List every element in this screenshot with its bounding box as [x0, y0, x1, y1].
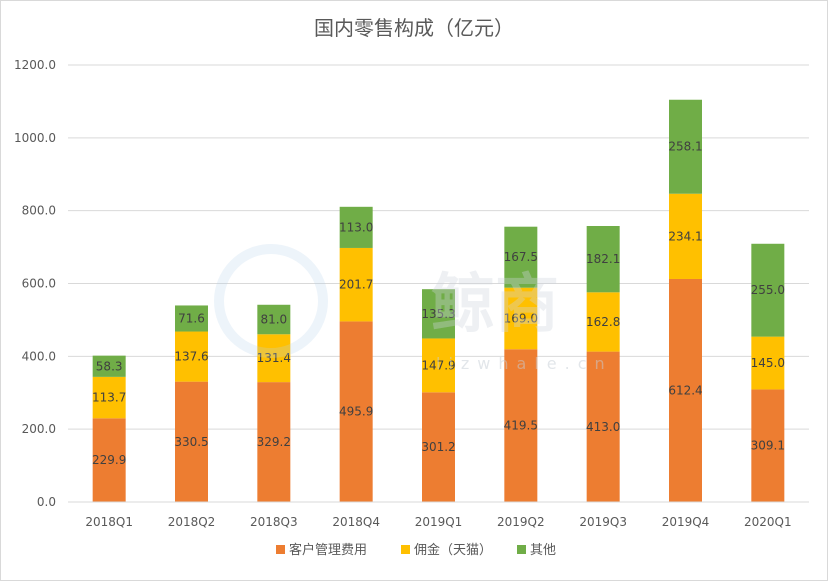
data-label: 495.9: [339, 405, 373, 419]
bar-segment: [175, 331, 208, 382]
bar-segment: [422, 338, 455, 393]
bar-segment: [504, 226, 538, 288]
data-label: 58.3: [96, 359, 123, 373]
bar-segment: [257, 334, 291, 383]
bars: [92, 99, 785, 502]
data-label: 301.2: [421, 440, 455, 454]
legend-label: 其他: [530, 543, 556, 558]
bar-segment: [422, 392, 455, 502]
data-label: 162.8: [586, 315, 620, 329]
bar-segment: [339, 206, 373, 248]
watermark-text: 鲸商: [431, 268, 559, 342]
bar-segment: [586, 351, 620, 502]
bar-segment: [175, 305, 208, 332]
x-tick-label: 2019Q3: [579, 515, 627, 529]
y-tick-label: 0.0: [37, 495, 56, 509]
data-label: 612.4: [668, 383, 702, 397]
x-tick-label: 2020Q1: [744, 515, 792, 529]
data-label: 419.5: [504, 419, 538, 433]
bar-segment: [504, 287, 538, 350]
y-tick-label: 600.0: [22, 277, 56, 291]
data-label: 81.0: [260, 313, 287, 327]
bar-segment: [669, 193, 702, 279]
legend-swatch: [517, 545, 526, 554]
x-tick-label: 2019Q1: [415, 515, 463, 529]
x-tick-label: 2018Q2: [168, 515, 216, 529]
data-label: 309.1: [751, 439, 785, 453]
bar-segment: [586, 292, 620, 352]
data-label: 113.0: [339, 220, 373, 234]
data-label: 234.1: [668, 229, 702, 243]
data-label: 413.0: [586, 420, 620, 434]
x-tick-label: 2018Q1: [85, 515, 133, 529]
data-labels: 229.9 113.7 58.3 330.5 137.6 71.6 329.2 131.4 81…: [92, 140, 785, 467]
x-axis: 2018Q1 2018Q2 2018Q3 2018Q4 2019Q1 2019Q2 2019…: [68, 501, 809, 529]
watermark-sub: lizwhale.cn: [436, 354, 613, 373]
x-tick-label: 2019Q2: [497, 515, 545, 529]
bar-segment: [751, 336, 785, 390]
data-label: 145.0: [751, 356, 785, 370]
x-tick-label: 2018Q4: [332, 515, 380, 529]
bar-segment: [504, 349, 538, 502]
y-tick-label: 800.0: [22, 204, 56, 218]
y-tick-label: 1200.0: [14, 58, 56, 72]
y-tick-label: 200.0: [22, 422, 56, 436]
legend-label: 佣金（天猫）: [414, 542, 492, 558]
bar-segment: [669, 278, 702, 502]
bar-segment: [257, 304, 291, 335]
x-tick-label: 2018Q3: [250, 515, 298, 529]
legend: 客户管理费用 佣金（天猫） 其他: [276, 542, 556, 558]
bar-segment: [339, 247, 373, 322]
legend-swatch: [276, 545, 285, 554]
bar-segment: [257, 382, 291, 502]
bar-segment: [92, 355, 126, 377]
data-label: 330.5: [174, 435, 208, 449]
y-axis: 0.0 200.0 400.0 600.0 800.0 1000.0 1200.0: [14, 58, 56, 509]
x-tick-label: 2019Q4: [662, 515, 710, 529]
data-label: 113.7: [92, 391, 126, 405]
data-label: 131.4: [257, 351, 291, 365]
y-tick-label: 1000.0: [14, 131, 56, 145]
data-label: 182.1: [586, 252, 620, 266]
legend-swatch: [401, 545, 410, 554]
bar-segment: [92, 376, 126, 419]
data-label: 71.6: [178, 311, 205, 325]
data-label: 169.0: [504, 311, 538, 325]
bar-segment: [175, 381, 208, 502]
data-label: 229.9: [92, 453, 126, 467]
bar-segment: [751, 389, 785, 502]
data-label: 255.0: [751, 283, 785, 297]
y-tick-label: 400.0: [22, 349, 56, 363]
data-label: 201.7: [339, 278, 373, 292]
data-label: 329.2: [257, 435, 291, 449]
data-label: 258.1: [668, 140, 702, 154]
bar-segment: [422, 289, 455, 339]
chart-title: 国内零售构成（亿元）: [314, 16, 514, 40]
bar-segment: [586, 225, 620, 293]
data-label: 135.3: [421, 307, 455, 321]
bar-segment: [751, 243, 785, 337]
data-label: 167.5: [504, 250, 538, 264]
data-label: 137.6: [174, 350, 208, 364]
watermark-logo-icon: [214, 244, 328, 358]
watermark: 鲸商 lizwhale.cn: [214, 244, 613, 373]
legend-label: 客户管理费用: [289, 542, 367, 558]
bar-segment: [669, 99, 702, 194]
bar-segment: [339, 321, 373, 502]
data-label: 147.9: [421, 358, 455, 372]
bar-segment: [92, 418, 126, 502]
